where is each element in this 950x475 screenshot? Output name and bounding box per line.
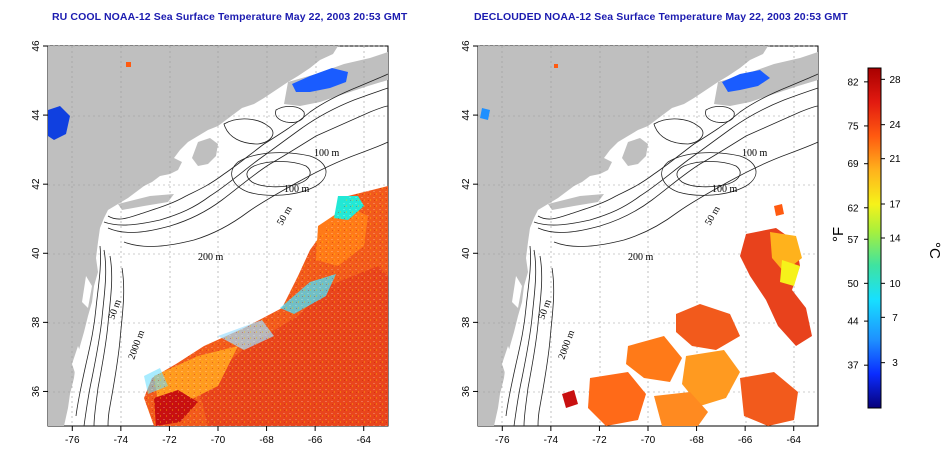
celsius-tick-label: 14 <box>889 234 901 245</box>
right-lon-tick-label: -76 <box>495 435 510 446</box>
left-lon-tick-label: -70 <box>211 435 226 446</box>
left-map: 100 m 100 m 50 m 200 m 50 m 2000 m <box>47 45 389 427</box>
celsius-tick-label: 7 <box>892 313 898 324</box>
celsius-tick-label: 10 <box>889 279 901 290</box>
right-lat-tick-label: 42 <box>461 178 472 190</box>
fahrenheit-tick-label: 37 <box>847 361 859 372</box>
right-sst-cold-west <box>480 108 490 120</box>
fahrenheit-tick-label: 44 <box>847 317 859 328</box>
left-sst-cold-north <box>292 68 348 92</box>
fahrenheit-tick-label: 69 <box>847 159 859 170</box>
fahrenheit-tick-label: 57 <box>847 235 859 246</box>
left-lon-tick-label: -76 <box>65 435 80 446</box>
right-lat-tick-label: 40 <box>461 247 472 259</box>
left-lat-tick-label: 38 <box>31 316 42 328</box>
fahrenheit-tick-label: 50 <box>847 279 859 290</box>
left-lon-tick-label: -74 <box>114 435 129 446</box>
left-contour-label-100m-a: 100 m <box>314 148 340 159</box>
left-sst-speck <box>126 62 131 67</box>
fahrenheit-tick-label: 62 <box>847 203 859 214</box>
right-sst-warm-patch-south <box>588 372 646 426</box>
left-lon-tick-label: -68 <box>259 435 274 446</box>
left-lat-tick-label: 40 <box>31 247 42 259</box>
left-sst-cold-west <box>48 106 70 140</box>
right-contour-label-100m-a: 100 m <box>742 148 768 159</box>
right-lon-tick-label: -70 <box>641 435 656 446</box>
right-lat-tick-label: 36 <box>461 385 472 397</box>
right-lat-tick-label: 38 <box>461 316 472 328</box>
celsius-tick-label: 17 <box>889 200 901 211</box>
right-lon-tick-label: -72 <box>592 435 607 446</box>
left-lat-tick-label: 36 <box>31 385 42 397</box>
celsius-tick-label: 3 <box>892 358 898 369</box>
celsius-tick-label: 24 <box>889 120 901 131</box>
left-lat-tick-label: 46 <box>31 40 42 52</box>
left-contour-label-100m-b: 100 m <box>284 184 310 195</box>
celsius-tick-label: 21 <box>889 154 901 165</box>
left-lon-tick-label: -72 <box>162 435 177 446</box>
left-map-title: RU COOL NOAA-12 Sea Surface Temperature … <box>52 11 408 23</box>
colorbar-ticks: 28 24 21 17 14 10 7 3 82 75 69 62 57 50 44 37 <box>847 75 901 372</box>
right-sst-cold-north <box>722 70 770 92</box>
left-contour-label-200m: 200 m <box>198 252 224 263</box>
right-lon-tick-label: -66 <box>738 435 753 446</box>
right-lon-tick-label: -68 <box>689 435 704 446</box>
right-sst-warm-patch-center <box>676 304 740 350</box>
celsius-unit-label: °C <box>926 242 943 259</box>
right-contour-label-200m: 200 m <box>628 252 654 263</box>
fahrenheit-tick-label: 75 <box>847 121 859 132</box>
right-lon-tick-label: -64 <box>786 435 801 446</box>
axes-layer: -76 -74 -72 -70 -68 -66 -64 46 44 42 40 38 36 -76 -74 -… <box>31 40 801 446</box>
right-lon-tick-label: -74 <box>544 435 559 446</box>
colorbar-gradient <box>867 67 882 409</box>
left-lat-tick-label: 42 <box>31 178 42 190</box>
fahrenheit-unit-label: °F <box>830 227 847 242</box>
right-map: 100 m 100 m 50 m 200 m 50 m 2000 m <box>477 45 819 427</box>
right-lat-tick-label: 46 <box>461 40 472 52</box>
right-map-grid <box>478 45 818 426</box>
left-lat-tick-label: 44 <box>31 109 42 121</box>
celsius-tick-label: 28 <box>889 75 901 86</box>
fahrenheit-tick-label: 82 <box>847 77 859 88</box>
colorbar: 28 24 21 17 14 10 7 3 82 75 69 62 57 50 44 37 °F °C <box>830 67 943 409</box>
left-lon-tick-label: -64 <box>356 435 371 446</box>
right-map-title: DECLOUDED NOAA-12 Sea Surface Temperatur… <box>474 11 848 23</box>
right-lat-tick-label: 44 <box>461 109 472 121</box>
right-contour-label-100m-b: 100 m <box>712 184 738 195</box>
left-lon-tick-label: -66 <box>308 435 323 446</box>
